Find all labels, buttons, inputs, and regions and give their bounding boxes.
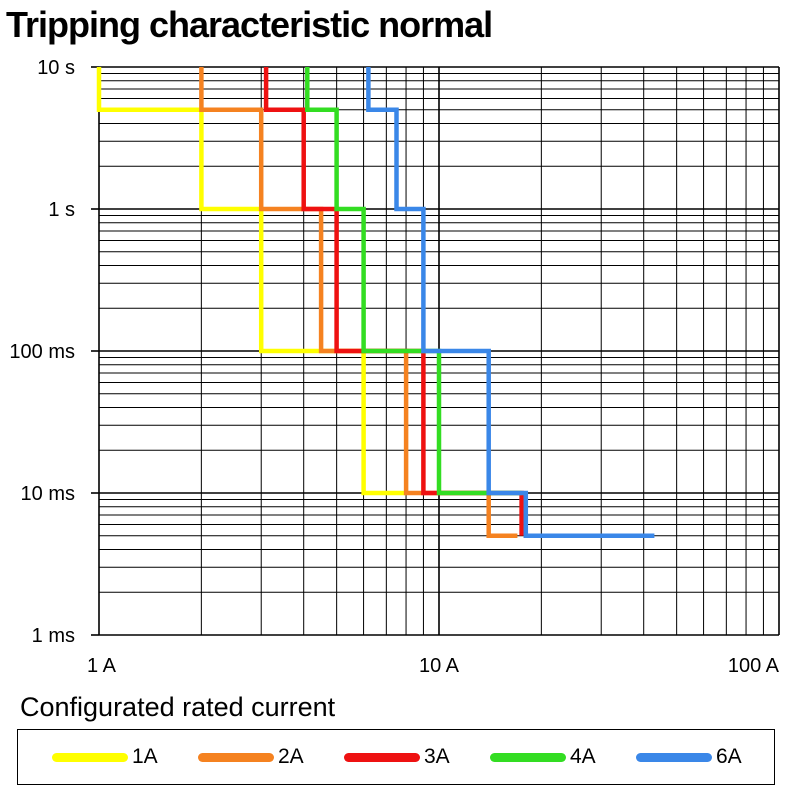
y-tick-label: 1 s — [48, 199, 75, 221]
y-tick-label: 100 ms — [9, 341, 75, 363]
x-tick-label: 1 A — [87, 655, 117, 677]
series-line-4A — [305, 67, 522, 496]
legend-item-4A: 4A — [490, 745, 596, 768]
chart-title: Tripping characteristic normal — [6, 4, 493, 45]
x-tick-labels: 1 A 10 A 100 A — [87, 655, 780, 677]
legend-item-6A: 6A — [636, 745, 742, 768]
tripping-chart: 10 s 1 s 100 ms 10 ms 1 ms 1 A 10 A 100 A — [9, 57, 780, 677]
series-line-6A — [366, 67, 655, 538]
x-tick-label: 100 A — [728, 655, 780, 677]
legend-swatch — [52, 752, 128, 762]
y-tick-label: 10 s — [37, 57, 75, 79]
series-line-3A — [263, 67, 524, 536]
legend-label: 4A — [570, 745, 596, 768]
legend-swatch — [636, 752, 712, 762]
legend-swatch — [198, 752, 274, 762]
legend-swatch — [490, 752, 566, 762]
legend-item-1A: 1A — [52, 745, 158, 768]
legend: 1A 2A 3A 4A 6A — [17, 729, 775, 785]
series-line-1A — [96, 67, 407, 496]
series-line-2A — [199, 67, 518, 538]
legend-item-2A: 2A — [198, 745, 304, 768]
legend-label: 1A — [132, 745, 158, 768]
y-tick-labels: 10 s 1 s 100 ms 10 ms 1 ms — [9, 57, 75, 647]
legend-label: 6A — [716, 745, 742, 768]
legend-item-3A: 3A — [344, 745, 450, 768]
y-tick-label: 10 ms — [21, 483, 75, 505]
legend-label: 2A — [278, 745, 304, 768]
legend-swatch — [344, 752, 420, 762]
legend-label: 3A — [424, 745, 450, 768]
legend-title: Configurated rated current — [20, 692, 336, 722]
y-tick-label: 1 ms — [32, 625, 75, 647]
x-tick-label: 10 A — [419, 655, 460, 677]
series-lines — [96, 67, 655, 538]
